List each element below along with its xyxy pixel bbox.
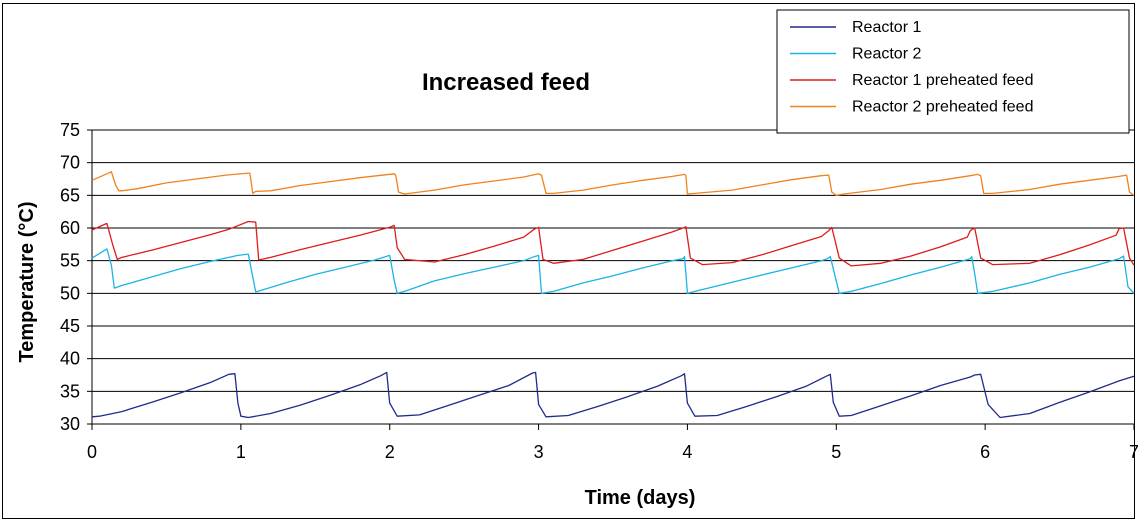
legend-label-reactor-2-preheated-feed: Reactor 2 preheated feed xyxy=(852,99,1033,116)
chart-title: Increased feed xyxy=(422,69,590,96)
legend-box xyxy=(776,9,1130,134)
legend-items: Reactor 1 Reactor 2 Reactor 1 preheated fe… xyxy=(790,19,1033,116)
legend-label-reactor-1-preheated-feed: Reactor 1 preheated feed xyxy=(852,72,1033,89)
series-line-reactor-2 xyxy=(91,248,1135,294)
y-tick-label-50: 50 xyxy=(60,283,80,303)
x-tick-label-1: 1 xyxy=(236,442,246,462)
y-tick-label-40: 40 xyxy=(60,349,80,369)
x-tick-label-5: 5 xyxy=(831,442,841,462)
y-tick-label-60: 60 xyxy=(60,218,80,238)
x-tick-label-0: 0 xyxy=(87,442,97,462)
series-line-reactor-1 xyxy=(91,371,1135,419)
x-tick-label-2: 2 xyxy=(385,442,395,462)
legend: Reactor 1 Reactor 2 Reactor 1 preheated fe… xyxy=(776,9,1130,134)
y-axis-title: Temperature (°C) xyxy=(16,202,38,363)
series-line-reactor-2-preheated-feed xyxy=(91,171,1135,196)
y-tick-label-55: 55 xyxy=(60,251,80,271)
x-axis-title: Time (days) xyxy=(585,487,696,509)
series-line-reactor-1-preheated-feed xyxy=(91,220,1135,267)
y-tick-label-45: 45 xyxy=(60,316,80,336)
y-tick-label-65: 65 xyxy=(60,185,80,205)
x-tick-label-7: 7 xyxy=(1129,442,1138,462)
legend-label-reactor-1: Reactor 1 xyxy=(852,19,921,36)
x-tick-label-4: 4 xyxy=(682,442,692,462)
y-tick-label-75: 75 xyxy=(60,120,80,140)
y-tick-label-35: 35 xyxy=(60,381,80,401)
legend-label-reactor-2: Reactor 2 xyxy=(852,46,921,63)
x-tick-label-6: 6 xyxy=(980,442,990,462)
x-tick-label-3: 3 xyxy=(534,442,544,462)
y-tick-label-70: 70 xyxy=(60,153,80,173)
series-layer xyxy=(91,171,1135,419)
y-tick-label-30: 30 xyxy=(60,414,80,434)
axis-layer xyxy=(91,130,1134,425)
grid-layer xyxy=(92,129,1134,392)
